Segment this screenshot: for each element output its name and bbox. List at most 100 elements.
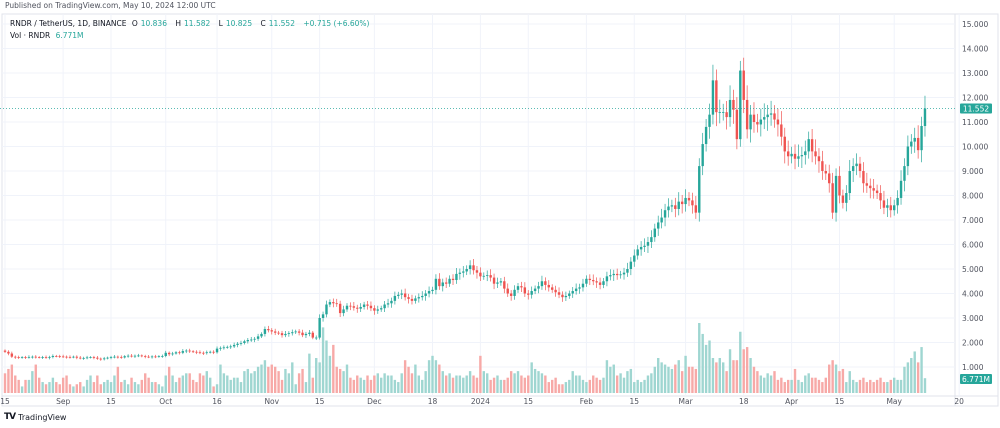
candle-body <box>592 280 595 282</box>
candle-body <box>72 356 75 358</box>
candle-body <box>516 286 520 290</box>
volume-bar <box>790 379 793 393</box>
candle-body <box>246 340 250 342</box>
tradingview-logo-icon[interactable]: TV <box>4 412 16 422</box>
candle-body <box>540 281 544 287</box>
volume-bar <box>393 379 397 393</box>
volume-bar <box>533 368 537 393</box>
volume-bar <box>403 360 407 393</box>
volume-bar <box>722 362 725 393</box>
volume-bar <box>41 382 44 393</box>
volume-bar <box>232 377 236 393</box>
price-tick-label: 10.000 <box>962 143 988 152</box>
volume-bar <box>150 382 154 393</box>
volume-bar <box>865 382 869 393</box>
candle-body <box>533 288 537 292</box>
volume-bar <box>650 373 653 393</box>
candle-body <box>34 356 37 358</box>
volume-bar <box>61 377 65 393</box>
candle-body <box>742 70 745 100</box>
candle-body <box>188 350 191 352</box>
candle-body <box>212 351 215 353</box>
volume-bar <box>417 375 421 393</box>
candle-body <box>181 351 185 353</box>
candle-body <box>680 201 684 205</box>
volume-bar <box>215 384 219 393</box>
candle-body <box>735 109 739 140</box>
candle-body <box>424 293 427 296</box>
time-axis[interactable]: 15 Sep 15 Oct 16 Nov 15 Dec 18 2024 15 Feb 15 Mar 18 Ap… <box>0 397 964 406</box>
candle-body <box>167 352 171 355</box>
last-price-value: 11.552 <box>963 104 989 113</box>
candle-body <box>31 356 34 358</box>
candle-body <box>51 355 55 357</box>
candle-body <box>10 353 14 357</box>
volume-bar <box>424 371 427 393</box>
candle-body <box>106 357 109 359</box>
change-value: +0.715 (+6.60%) <box>303 19 370 28</box>
volume-bar <box>161 386 164 393</box>
volume-bar <box>523 377 527 393</box>
volume-bar <box>102 382 106 393</box>
candle-body <box>793 153 797 159</box>
volume-bar <box>147 377 150 393</box>
candle-body <box>219 347 222 349</box>
candle-body <box>520 286 523 288</box>
candle-body <box>243 341 246 343</box>
price-tick-label: 11.000 <box>962 118 988 127</box>
volume-bar <box>157 384 161 393</box>
brand-name[interactable]: TradingView <box>18 412 67 422</box>
price-tick-label: 14.000 <box>962 45 988 54</box>
candle-body <box>427 291 431 294</box>
volume-bar <box>530 362 533 393</box>
candle-body <box>544 281 547 285</box>
volume-bar <box>390 375 393 393</box>
volume-bar <box>291 362 294 393</box>
candle-body <box>263 329 267 334</box>
volume-bar <box>492 377 496 393</box>
candle-body <box>509 293 513 296</box>
volume-bar <box>109 382 113 393</box>
volume-value: 6.771M <box>55 31 84 40</box>
candle-body <box>311 332 314 338</box>
volume-bar <box>684 355 687 393</box>
volume-bar <box>48 382 51 393</box>
volume-bar <box>342 371 345 393</box>
candle-body <box>318 318 321 338</box>
volume-bar <box>759 375 763 393</box>
volume-bar <box>704 344 708 393</box>
candle-body <box>294 331 297 333</box>
ohlc-row: RNDR / TetherUS, 1D, BINANCE O 10.836 H 11… <box>10 18 372 30</box>
price-axis[interactable]: 15.000 14.000 13.000 12.000 11.000 10.000 9.00… <box>962 20 988 372</box>
volume-bar <box>198 373 202 393</box>
volume-bar <box>588 379 592 393</box>
open-value: O 10.836 <box>131 19 167 28</box>
volume-bar <box>889 379 892 393</box>
candle-body <box>458 272 462 274</box>
volume-bar <box>920 347 923 393</box>
candle-body <box>865 183 869 186</box>
candle-body <box>3 350 7 352</box>
candle-body <box>708 114 711 127</box>
volume-bar <box>893 377 896 393</box>
volume-bar <box>715 362 718 393</box>
volume-bar <box>626 371 629 393</box>
candle-body <box>205 352 208 354</box>
candle-body <box>786 151 790 157</box>
candle-body <box>824 171 827 174</box>
candle-body <box>893 205 896 211</box>
volume-bar <box>800 382 804 393</box>
candle-body <box>79 357 82 359</box>
candle-body <box>133 355 137 357</box>
volume-bar <box>756 371 759 393</box>
price-tick-label: 9.000 <box>962 167 984 176</box>
volume-bar <box>496 375 499 393</box>
candles <box>3 57 927 361</box>
volume-bar <box>643 379 646 393</box>
candle-body <box>376 309 379 311</box>
volume-bar <box>489 379 492 393</box>
symbol-info[interactable]: RNDR / TetherUS, 1D, BINANCE <box>10 19 127 28</box>
candle-body <box>828 173 831 184</box>
volume-bar <box>10 364 14 393</box>
